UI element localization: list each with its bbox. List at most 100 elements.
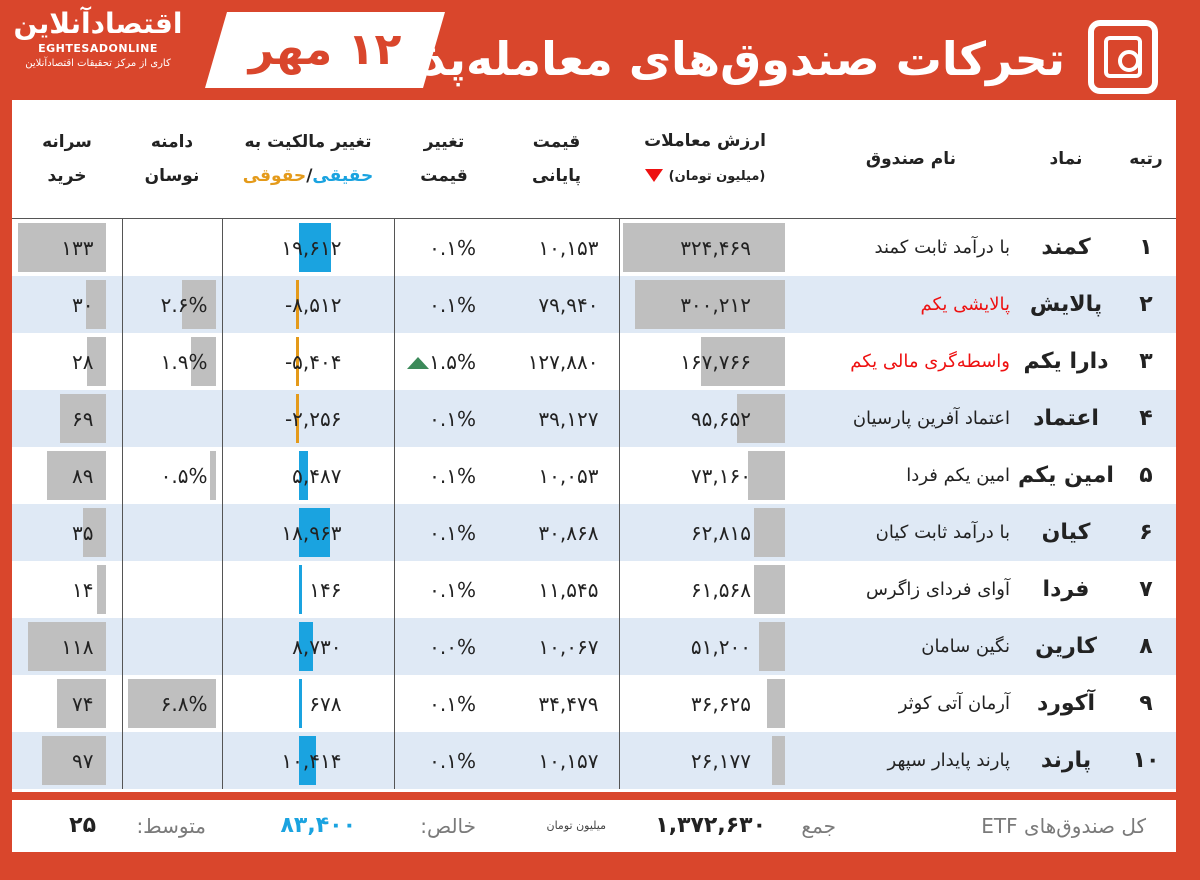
- up-arrow-icon: [407, 357, 430, 369]
- per-capita-cell: ۸۹: [12, 447, 122, 504]
- trade-value-bar: [748, 451, 785, 500]
- per-capita-cell: ۲۸: [12, 333, 122, 390]
- range-bar: [127, 679, 216, 728]
- per-capita-bar: [27, 622, 106, 671]
- rank-cell: ۹: [1139, 691, 1153, 716]
- per-capita-cell: ۱۴: [12, 561, 122, 618]
- price-change-cell: ۰.۱%: [393, 504, 494, 561]
- fund-name-cell: با درآمد ثابت کمند: [791, 218, 1016, 276]
- fund-name-cell: آرمان آتی کوثر: [898, 693, 1010, 714]
- date-badge: ۱۲ مهر: [205, 12, 445, 88]
- ownership-cell: ۶۷۸: [221, 675, 394, 732]
- range-bar: [190, 337, 216, 386]
- ownership-cell: ۱۰,۴۱۴: [221, 732, 394, 789]
- per-capita-cell: ۳۵: [12, 504, 122, 561]
- footer-avg-label: متوسط:: [136, 814, 206, 838]
- symbol-cell: کیان: [1016, 504, 1116, 561]
- ownership-bar: [298, 622, 313, 671]
- range-bar: [181, 280, 216, 329]
- table-row: ۵ امین یکم امین یکم فردا ۷۳,۱۶۰ ۱۰,۰۵۳ ۰.۱% ۵,…: [12, 447, 1176, 504]
- table-row: ۱ کمند با درآمد ثابت کمند ۳۲۴,۴۶۹ ۱۰,۱۵۳ ۰.۱%…: [12, 218, 1176, 276]
- rank-cell: ۲: [1116, 276, 1176, 333]
- ownership-cell: -۸,۵۱۲: [221, 276, 394, 333]
- ownership-cell: ۱۹,۶۱۲: [221, 218, 394, 276]
- price-cell: ۳۹,۱۲۷: [494, 390, 619, 447]
- trade-value-cell: ۵۱,۲۰۰: [618, 618, 791, 675]
- range-cell: ۲.۶%: [121, 276, 222, 333]
- range-cell: [121, 504, 222, 561]
- price-change-cell: ۰.۱%: [393, 675, 494, 732]
- ownership-bar: [295, 337, 299, 386]
- trade-value-cell: ۱۶۷,۷۶۶: [618, 333, 791, 390]
- symbol-cell: کمند: [1016, 218, 1116, 276]
- per-capita-cell: ۹۷: [12, 732, 122, 789]
- table-row: ۸ کارین نگین سامان ۵۱,۲۰۰ ۱۰,۰۶۷ ۰.۰% ۸,۷۳۰ ۱۱۸: [12, 618, 1176, 675]
- trade-value-bar: [767, 679, 785, 728]
- fund-name-cell: نگین سامان: [791, 618, 1016, 675]
- per-capita-bar: [41, 736, 106, 785]
- rank-cell: ۴: [1116, 390, 1176, 447]
- price-cell: ۱۰,۰۵۳: [538, 463, 599, 488]
- symbol-cell: فردا: [1042, 577, 1090, 602]
- symbol-cell: دارا یکم: [1023, 349, 1109, 374]
- fund-name-cell: واسطه‌گری مالی یکم: [850, 351, 1010, 372]
- per-capita-bar: [46, 451, 106, 500]
- per-capita-bar: [86, 337, 106, 386]
- symbol-cell: کارین: [1016, 618, 1116, 675]
- trade-value-cell: ۷۳,۱۶۰: [618, 447, 791, 504]
- fund-name-cell: امین یکم فردا: [906, 465, 1010, 486]
- range-bar: [209, 451, 216, 500]
- footer-unit: میلیون تومان: [546, 819, 607, 832]
- range-cell: [121, 618, 222, 675]
- trade-value-cell: ۶۲,۸۱۵: [618, 504, 791, 561]
- fund-name-cell: پالایشی یکم: [791, 276, 1016, 333]
- footer-sum-label: جمع: [801, 814, 836, 838]
- ownership-bar: [298, 451, 308, 500]
- rank-cell: ۵: [1139, 463, 1153, 488]
- trade-value-cell: ۳۲۴,۴۶۹: [618, 218, 791, 276]
- ownership-cell: ۱۸,۹۶۳: [221, 504, 394, 561]
- footer-sum-value: ۱,۳۷۲,۶۳۰: [655, 813, 766, 838]
- col-name: نام صندوق: [865, 149, 956, 169]
- per-capita-bar: [59, 394, 106, 443]
- col-price: قیمت پایانی: [531, 132, 582, 186]
- range-cell: ۱.۹%: [121, 333, 222, 390]
- per-capita-bar: [17, 223, 106, 272]
- summary-bar: کل صندوق‌های ETF جمع ۱,۳۷۲,۶۳۰ میلیون تو…: [12, 800, 1176, 852]
- trade-value-cell: ۹۵,۶۵۲: [618, 390, 791, 447]
- ownership-bar: [298, 679, 302, 728]
- ownership-cell: -۲,۲۵۶: [221, 390, 394, 447]
- price-cell: ۷۹,۹۴۰: [494, 276, 619, 333]
- price-change-cell: ۰.۱%: [393, 276, 494, 333]
- price-change-cell: ۰.۱%: [393, 218, 494, 276]
- fund-name-cell: آوای فردای زاگرس: [865, 579, 1010, 600]
- ownership-bar: [298, 508, 330, 557]
- symbol-cell: اعتماد: [1016, 390, 1116, 447]
- ownership-cell: -۵,۴۰۴: [221, 333, 394, 390]
- rank-cell: ۳: [1139, 349, 1153, 374]
- price-change-cell: ۰.۱%: [393, 561, 494, 618]
- per-capita-cell: ۳۰: [12, 276, 122, 333]
- per-capita-cell: ۷۴: [12, 675, 122, 732]
- trade-value-bar: [754, 565, 785, 614]
- fund-name-cell: اعتماد آفرین پارسیان: [791, 390, 1016, 447]
- table-row: ۲ پالایش پالایشی یکم ۳۰۰,۲۱۲ ۷۹,۹۴۰ ۰.۱% -۸,۵۱…: [12, 276, 1176, 333]
- symbol-cell: امین یکم: [1018, 463, 1114, 488]
- rank-cell: ۶: [1116, 504, 1176, 561]
- per-capita-cell: ۶۹: [12, 390, 122, 447]
- fund-name-cell: پارند پایدار سپهر: [791, 732, 1016, 789]
- footer-all-label: کل صندوق‌های ETF: [981, 814, 1146, 838]
- footer-avg-value: ۲۵: [69, 813, 96, 838]
- rank-cell: ۱۰: [1116, 732, 1176, 789]
- ownership-cell: ۸,۷۳۰: [221, 618, 394, 675]
- trade-value-bar: [635, 280, 785, 329]
- trade-value-bar: [701, 337, 785, 386]
- rank-cell: ۱: [1116, 218, 1176, 276]
- trade-value-bar: [737, 394, 785, 443]
- funds-table-card: رتبه نماد نام صندوق ارزش معاملات (میلیون …: [12, 100, 1176, 792]
- fund-name-cell: با درآمد ثابت کیان: [791, 504, 1016, 561]
- trade-value-bar: [772, 736, 785, 785]
- range-cell: ۰.۵%: [121, 447, 222, 504]
- ownership-bar: [298, 565, 302, 614]
